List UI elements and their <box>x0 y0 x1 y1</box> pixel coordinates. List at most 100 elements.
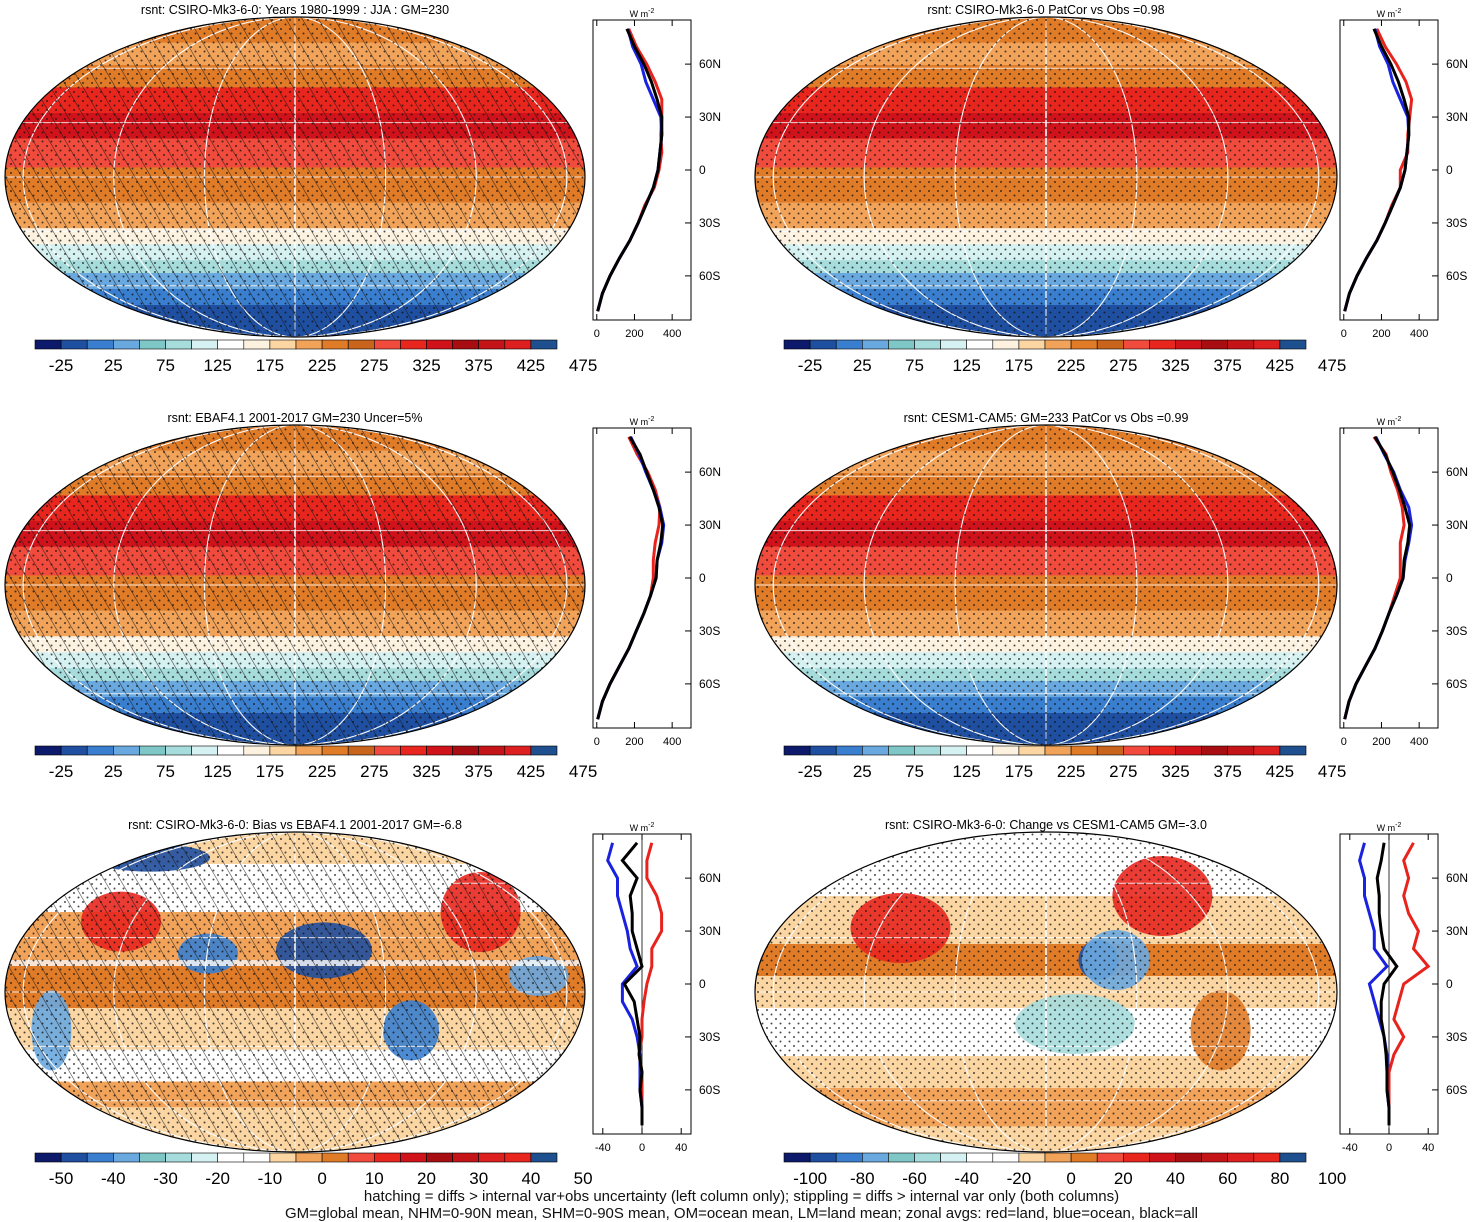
colorbar-label: 475 <box>569 762 597 781</box>
colorbar-swatch <box>835 745 863 756</box>
map-title: rsnt: CSIRO-Mk3-6-0: Years 1980-1999 : J… <box>141 3 449 17</box>
colorbar-5: -50 -40 -30 -20 -10 0 10 20 30 40 50 <box>34 1152 593 1188</box>
x-tick-label: 400 <box>663 736 681 748</box>
x-tick-label: 0 <box>1341 736 1347 748</box>
x-tick-label: 400 <box>1410 328 1428 340</box>
x-tick-label: 40 <box>1422 1142 1434 1154</box>
colorbar-swatch <box>34 745 62 756</box>
y-tick-label: 60N <box>1446 871 1468 885</box>
y-tick-label: 30N <box>699 110 721 124</box>
colorbar-swatch <box>426 339 453 350</box>
y-tick-label: 0 <box>699 977 706 991</box>
colorbar-swatch <box>347 1152 375 1163</box>
zonal-profile-5: -40 0 40 60N 30N 0 30S 60S W m-2 <box>592 822 721 1154</box>
colorbar-swatch <box>1070 339 1098 350</box>
colorbar-swatch <box>1175 339 1202 350</box>
colorbar-swatch <box>992 1152 1020 1163</box>
colorbar-swatch <box>321 1152 349 1163</box>
colorbar-label: 225 <box>1057 762 1085 781</box>
unit-label: W m-2 <box>630 8 655 19</box>
colorbar-swatch <box>809 745 837 756</box>
colorbar-label: 75 <box>905 356 924 375</box>
colorbar-label: 325 <box>412 762 440 781</box>
unit-label: W m-2 <box>630 416 655 427</box>
map-panel-6 <box>755 832 1337 1152</box>
land-mean-line <box>1387 842 1431 1126</box>
colorbar-label: 50 <box>574 1169 593 1188</box>
colorbar-label: 425 <box>517 762 545 781</box>
colorbar-swatch <box>139 745 166 756</box>
colorbar-label: 175 <box>1005 762 1033 781</box>
colorbar-swatch <box>783 1152 811 1163</box>
colorbar-swatch <box>191 1152 219 1163</box>
y-tick-label: 30S <box>1446 216 1467 230</box>
colorbar-swatch <box>1018 339 1046 350</box>
colorbar-swatch <box>530 745 558 756</box>
colorbar-swatch <box>1070 745 1098 756</box>
colorbar-label: 75 <box>156 762 175 781</box>
colorbar-swatch <box>373 1152 401 1163</box>
colorbar-swatch <box>940 339 967 350</box>
colorbar-label: 75 <box>156 356 175 375</box>
colorbar-swatch <box>1018 1152 1046 1163</box>
colorbar-swatch <box>1201 745 1228 756</box>
colorbar-label: 10 <box>365 1169 384 1188</box>
colorbar-label: 225 <box>1057 356 1085 375</box>
colorbar-label: 425 <box>517 356 545 375</box>
colorbar-swatch <box>1123 745 1150 756</box>
y-tick-label: 0 <box>1446 977 1453 991</box>
y-tick-label: 30S <box>699 1030 720 1044</box>
y-tick-label: 0 <box>699 571 706 585</box>
colorbar-label: 0 <box>1066 1169 1075 1188</box>
colorbar-label: -20 <box>205 1169 230 1188</box>
map-panel-4 <box>755 425 1337 745</box>
colorbar-swatch <box>504 1152 532 1163</box>
colorbar-swatch <box>1096 339 1124 350</box>
colorbar-label: -80 <box>850 1169 875 1188</box>
colorbar-swatch <box>321 339 349 350</box>
colorbar-swatch <box>530 1152 558 1163</box>
all-mean-line <box>620 841 644 1126</box>
x-tick-label: 200 <box>1372 736 1390 748</box>
y-tick-label: 60S <box>699 677 720 691</box>
colorbar-swatch <box>347 745 375 756</box>
colorbar-label: -60 <box>902 1169 927 1188</box>
colorbar-label: 125 <box>204 762 232 781</box>
all-mean-line <box>1375 842 1399 1126</box>
colorbar-swatch <box>940 745 967 756</box>
colorbar-label: 30 <box>469 1169 488 1188</box>
y-tick-label: 0 <box>699 163 706 177</box>
colorbar-swatch <box>1044 339 1072 350</box>
map-title: rsnt: CSIRO-Mk3-6-0: Bias vs EBAF4.1 200… <box>128 818 462 832</box>
y-tick-label: 30S <box>699 216 720 230</box>
x-tick-label: 0 <box>594 736 600 748</box>
colorbar-swatch <box>217 1152 245 1163</box>
colorbar-swatch <box>139 1152 166 1163</box>
colorbar-swatch <box>1201 339 1228 350</box>
colorbar-swatch <box>992 745 1020 756</box>
colorbar-swatch <box>321 745 349 756</box>
y-tick-label: 60S <box>1446 269 1467 283</box>
y-tick-label: 30S <box>1446 1030 1467 1044</box>
colorbar-swatch <box>1096 745 1124 756</box>
colorbar-3: -25 25 75 125 175 225 275 325 375 425 475 <box>34 745 597 781</box>
colorbar-swatch <box>243 1152 271 1163</box>
colorbar-label: 20 <box>1114 1169 1133 1188</box>
colorbar-label: 40 <box>1166 1169 1185 1188</box>
colorbar-swatch <box>269 339 297 350</box>
colorbar-label: 75 <box>905 762 924 781</box>
colorbar-6: -100 -80 -60 -40 -20 0 20 40 60 80 100 <box>783 1152 1346 1188</box>
hatch-overlay <box>5 425 585 745</box>
y-tick-label: 30N <box>699 518 721 532</box>
zonal-profile-3: 0 200 400 60N 30N 0 30S 60S W m-2 <box>592 416 721 748</box>
y-tick-label: 60S <box>1446 677 1467 691</box>
y-tick-label: 60S <box>699 269 720 283</box>
map-panel-2 <box>755 17 1337 337</box>
colorbar-swatch <box>400 1152 427 1163</box>
y-tick-label: 60S <box>699 1083 720 1097</box>
colorbar-label: 175 <box>256 356 284 375</box>
colorbar-swatch <box>1149 745 1176 756</box>
colorbar-label: -25 <box>798 356 823 375</box>
x-tick-label: -40 <box>1342 1142 1358 1154</box>
y-tick-label: 30S <box>699 624 720 638</box>
